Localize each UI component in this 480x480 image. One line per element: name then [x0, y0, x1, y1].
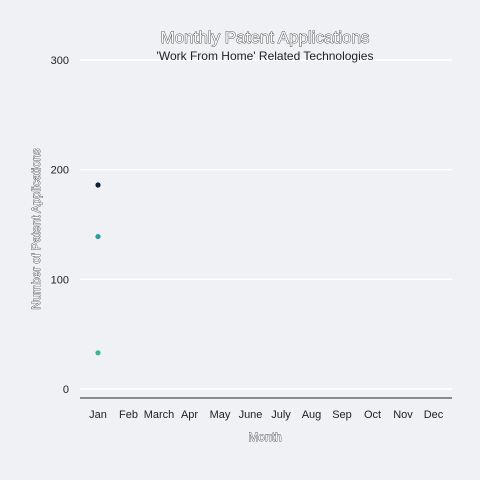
x-tick-label: Apr: [181, 409, 198, 421]
y-tick-label: 200: [51, 165, 69, 177]
x-tick-label: Jan: [89, 409, 107, 421]
x-tick-label: Dec: [424, 409, 444, 421]
chart-title: Monthly Patent Applications: [161, 28, 370, 47]
y-tick-label: 0: [63, 384, 69, 396]
x-tick-label: June: [239, 409, 263, 421]
chart-subtitle: 'Work From Home' Related Technologies: [157, 49, 374, 63]
y-tick-labels: 0 100 200 300: [51, 55, 69, 396]
x-tick-label: March: [144, 409, 175, 421]
x-tick-label: Nov: [393, 409, 413, 421]
grid-lines: [80, 60, 452, 389]
data-point: [95, 350, 100, 355]
y-tick-label: 300: [51, 55, 69, 67]
x-tick-label: Feb: [119, 409, 138, 421]
data-point: [95, 182, 100, 187]
x-axis-title: Month: [248, 430, 281, 444]
data-points: [95, 182, 100, 355]
y-axis-title: Number of Patent Applications: [29, 148, 43, 309]
x-tick-label: May: [210, 409, 231, 421]
x-tick-labels: Jan Feb March Apr May June July Aug Sep Oct Nov Dec: [89, 409, 444, 421]
data-point: [95, 234, 100, 239]
x-tick-label: Aug: [302, 409, 322, 421]
y-tick-label: 100: [51, 274, 69, 286]
x-tick-label: Oct: [364, 409, 381, 421]
x-tick-label: Sep: [332, 409, 352, 421]
x-tick-label: July: [271, 409, 291, 421]
